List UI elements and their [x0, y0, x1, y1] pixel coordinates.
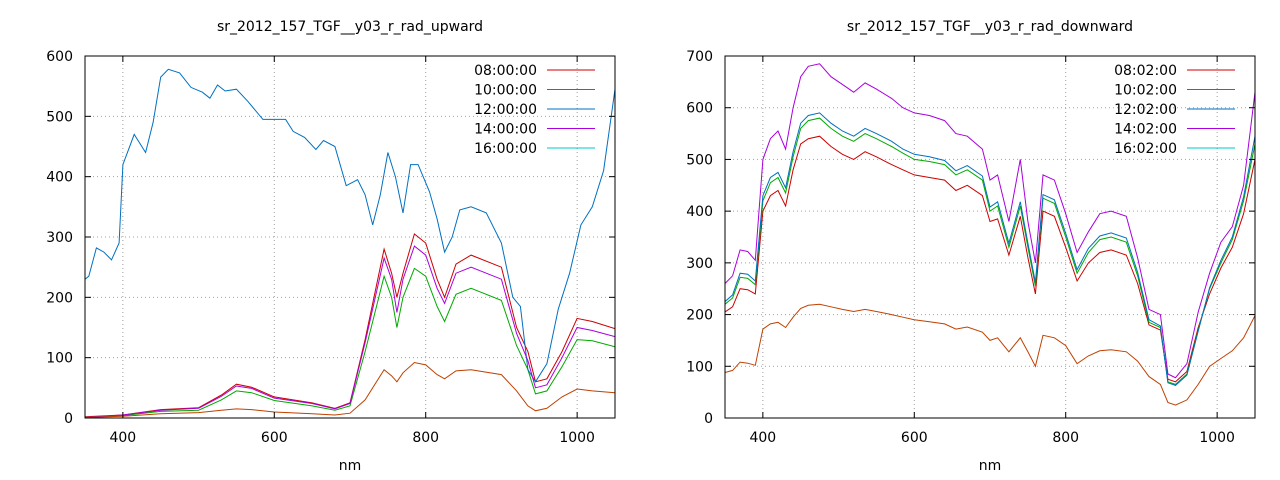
y-tick-label: 700	[686, 49, 713, 65]
y-tick-label: 300	[686, 256, 713, 272]
x-tick-label: 1000	[559, 430, 595, 446]
series-line-unnamed-5	[85, 361, 615, 418]
x-tick-label: 800	[412, 430, 439, 446]
legend-label: 14:02:00	[1114, 122, 1177, 138]
legend-label: 12:02:00	[1114, 102, 1177, 118]
y-tick-label: 100	[46, 351, 73, 367]
x-tick-label: 600	[261, 430, 288, 446]
series-line-unnamed-5	[725, 303, 1255, 406]
x-axis-label: nm	[339, 458, 362, 474]
chart-2: sr_2012_157_TGF__y03_r_rad_downward 400 60…	[686, 19, 1256, 474]
x-tick-label: 800	[1052, 430, 1079, 446]
legend-label: 10:00:00	[474, 83, 537, 99]
chart-title: sr_2012_157_TGF__y03_r_rad_downward	[847, 19, 1133, 35]
y-tick-label: 400	[46, 170, 73, 186]
series-line-140000	[85, 245, 615, 418]
y-tick-label: 600	[686, 101, 713, 117]
x-axis-label: nm	[979, 458, 1002, 474]
series-line-100200	[725, 117, 1255, 385]
y-tick-label: 0	[704, 411, 713, 427]
y-tick-label: 500	[686, 152, 713, 168]
y-tick-label: 300	[46, 230, 73, 246]
legend: 08:02:00 10:02:00 12:02:00 14:02:00 16:02:00	[1114, 63, 1235, 157]
series-line-080000	[85, 233, 615, 418]
legend-label: 08:00:00	[474, 63, 537, 79]
legend-label: 16:00:00	[474, 141, 537, 157]
x-tick-label: 1000	[1199, 430, 1235, 446]
series-line-080200	[725, 135, 1255, 383]
legend-label: 14:00:00	[474, 122, 537, 138]
chart-1: sr_2012_157_TGF__y03_r_rad_upward 400 600 8…	[46, 19, 616, 474]
series-line-100000	[85, 267, 615, 418]
legend: 08:00:00 10:00:00 12:00:00 14:00:00 16:00:00	[474, 63, 595, 157]
legend-label: 08:02:00	[1114, 63, 1177, 79]
x-tick-label: 600	[901, 430, 928, 446]
y-tick-label: 100	[686, 359, 713, 375]
y-tick-label: 600	[46, 49, 73, 65]
series-line-120200	[725, 112, 1255, 386]
legend-label: 10:02:00	[1114, 83, 1177, 99]
y-tick-label: 0	[64, 411, 73, 427]
series-line-120000	[85, 68, 615, 383]
y-tick-label: 200	[46, 290, 73, 306]
series-line-140200	[725, 63, 1255, 379]
plot-frame	[724, 55, 1256, 419]
y-tick-label: 500	[46, 109, 73, 125]
x-tick-label: 400	[109, 430, 136, 446]
x-tick-label: 400	[749, 430, 776, 446]
legend-label: 16:02:00	[1114, 141, 1177, 157]
y-tick-label: 200	[686, 308, 713, 324]
y-tick-label: 400	[686, 204, 713, 220]
chart-title: sr_2012_157_TGF__y03_r_rad_upward	[217, 19, 483, 35]
legend-label: 12:00:00	[474, 102, 537, 118]
